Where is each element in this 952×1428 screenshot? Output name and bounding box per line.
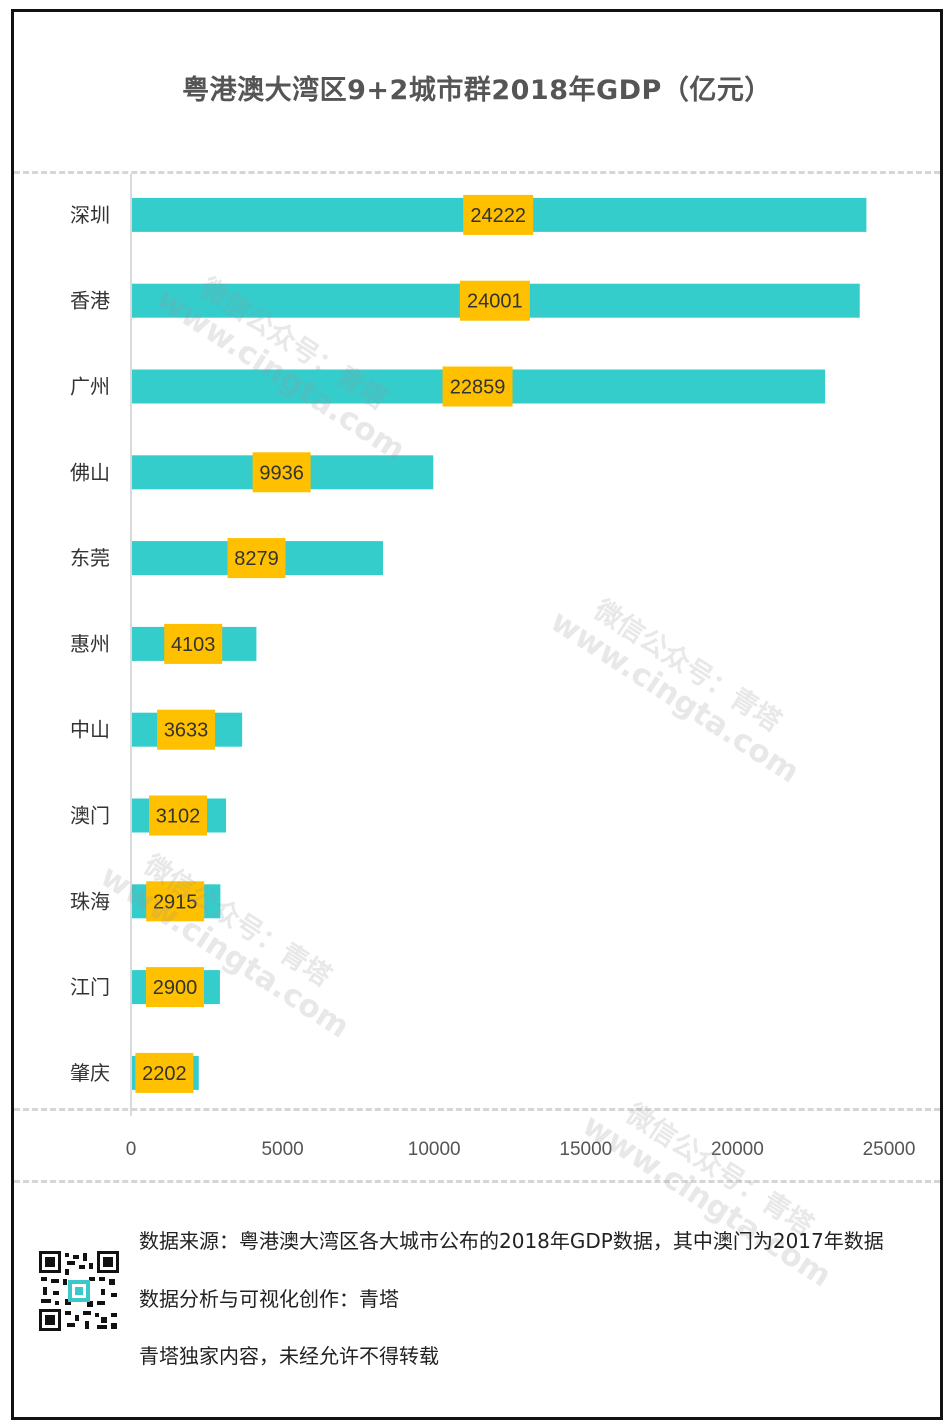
x-tick-label: 20000: [711, 1139, 764, 1160]
y-tick-label: 香港: [70, 289, 110, 313]
x-tick-label: 25000: [863, 1139, 916, 1160]
data-label: 2202: [142, 1063, 187, 1085]
data-label-box: [463, 194, 534, 235]
data-label: 4103: [171, 634, 216, 656]
divider-top: [14, 171, 940, 174]
data-label-box: [145, 967, 204, 1008]
y-tick-label: 肇庆: [70, 1061, 110, 1085]
data-label: 24001: [467, 291, 523, 313]
x-tick-label: 5000: [261, 1139, 303, 1160]
data-label-box: [227, 538, 286, 579]
y-tick-label: 中山: [70, 718, 110, 742]
data-label-box: [459, 280, 530, 321]
y-tick-label: 江门: [70, 975, 110, 999]
chart-title: 粤港澳大湾区9+2城市群2018年GDP（亿元）: [182, 75, 772, 106]
y-tick-label: 广州: [70, 375, 110, 399]
data-label-box: [135, 1052, 194, 1093]
data-label-box: [146, 881, 205, 922]
qr-code-icon: [39, 1251, 119, 1331]
data-label-box: [252, 452, 311, 493]
divider-axis: [14, 1108, 940, 1111]
x-tick-label: 15000: [559, 1139, 612, 1160]
footer-copyright: 青塔独家内容，未经允许不得转载: [139, 1344, 439, 1368]
data-label-box: [149, 795, 208, 836]
y-tick-label: 澳门: [70, 804, 110, 828]
divider-footer: [14, 1180, 940, 1183]
x-tick-label: 10000: [408, 1139, 461, 1160]
data-label: 2900: [153, 977, 198, 999]
data-label: 3633: [164, 720, 209, 742]
data-label: 9936: [259, 462, 304, 484]
footer-source: 数据来源：粤港澳大湾区各大城市公布的2018年GDP数据，其中澳门为2017年数…: [139, 1229, 884, 1253]
y-tick-label: 珠海: [70, 889, 110, 913]
y-tick-label: 深圳: [70, 203, 110, 227]
data-label: 8279: [234, 548, 279, 570]
y-tick-label: 惠州: [70, 632, 110, 656]
footer-analysis: 数据分析与可视化创作：青塔: [139, 1287, 399, 1311]
data-label: 22859: [450, 377, 506, 399]
data-label: 2915: [153, 891, 198, 913]
page-frame: [11, 9, 943, 1420]
y-tick-label: 佛山: [70, 460, 110, 484]
data-label: 3102: [156, 806, 201, 828]
data-label-box: [164, 623, 223, 664]
data-label: 24222: [470, 205, 526, 227]
data-label-box: [442, 366, 513, 407]
data-label-box: [157, 709, 216, 750]
x-tick-label: 0: [126, 1139, 137, 1160]
y-tick-label: 东莞: [70, 546, 110, 570]
